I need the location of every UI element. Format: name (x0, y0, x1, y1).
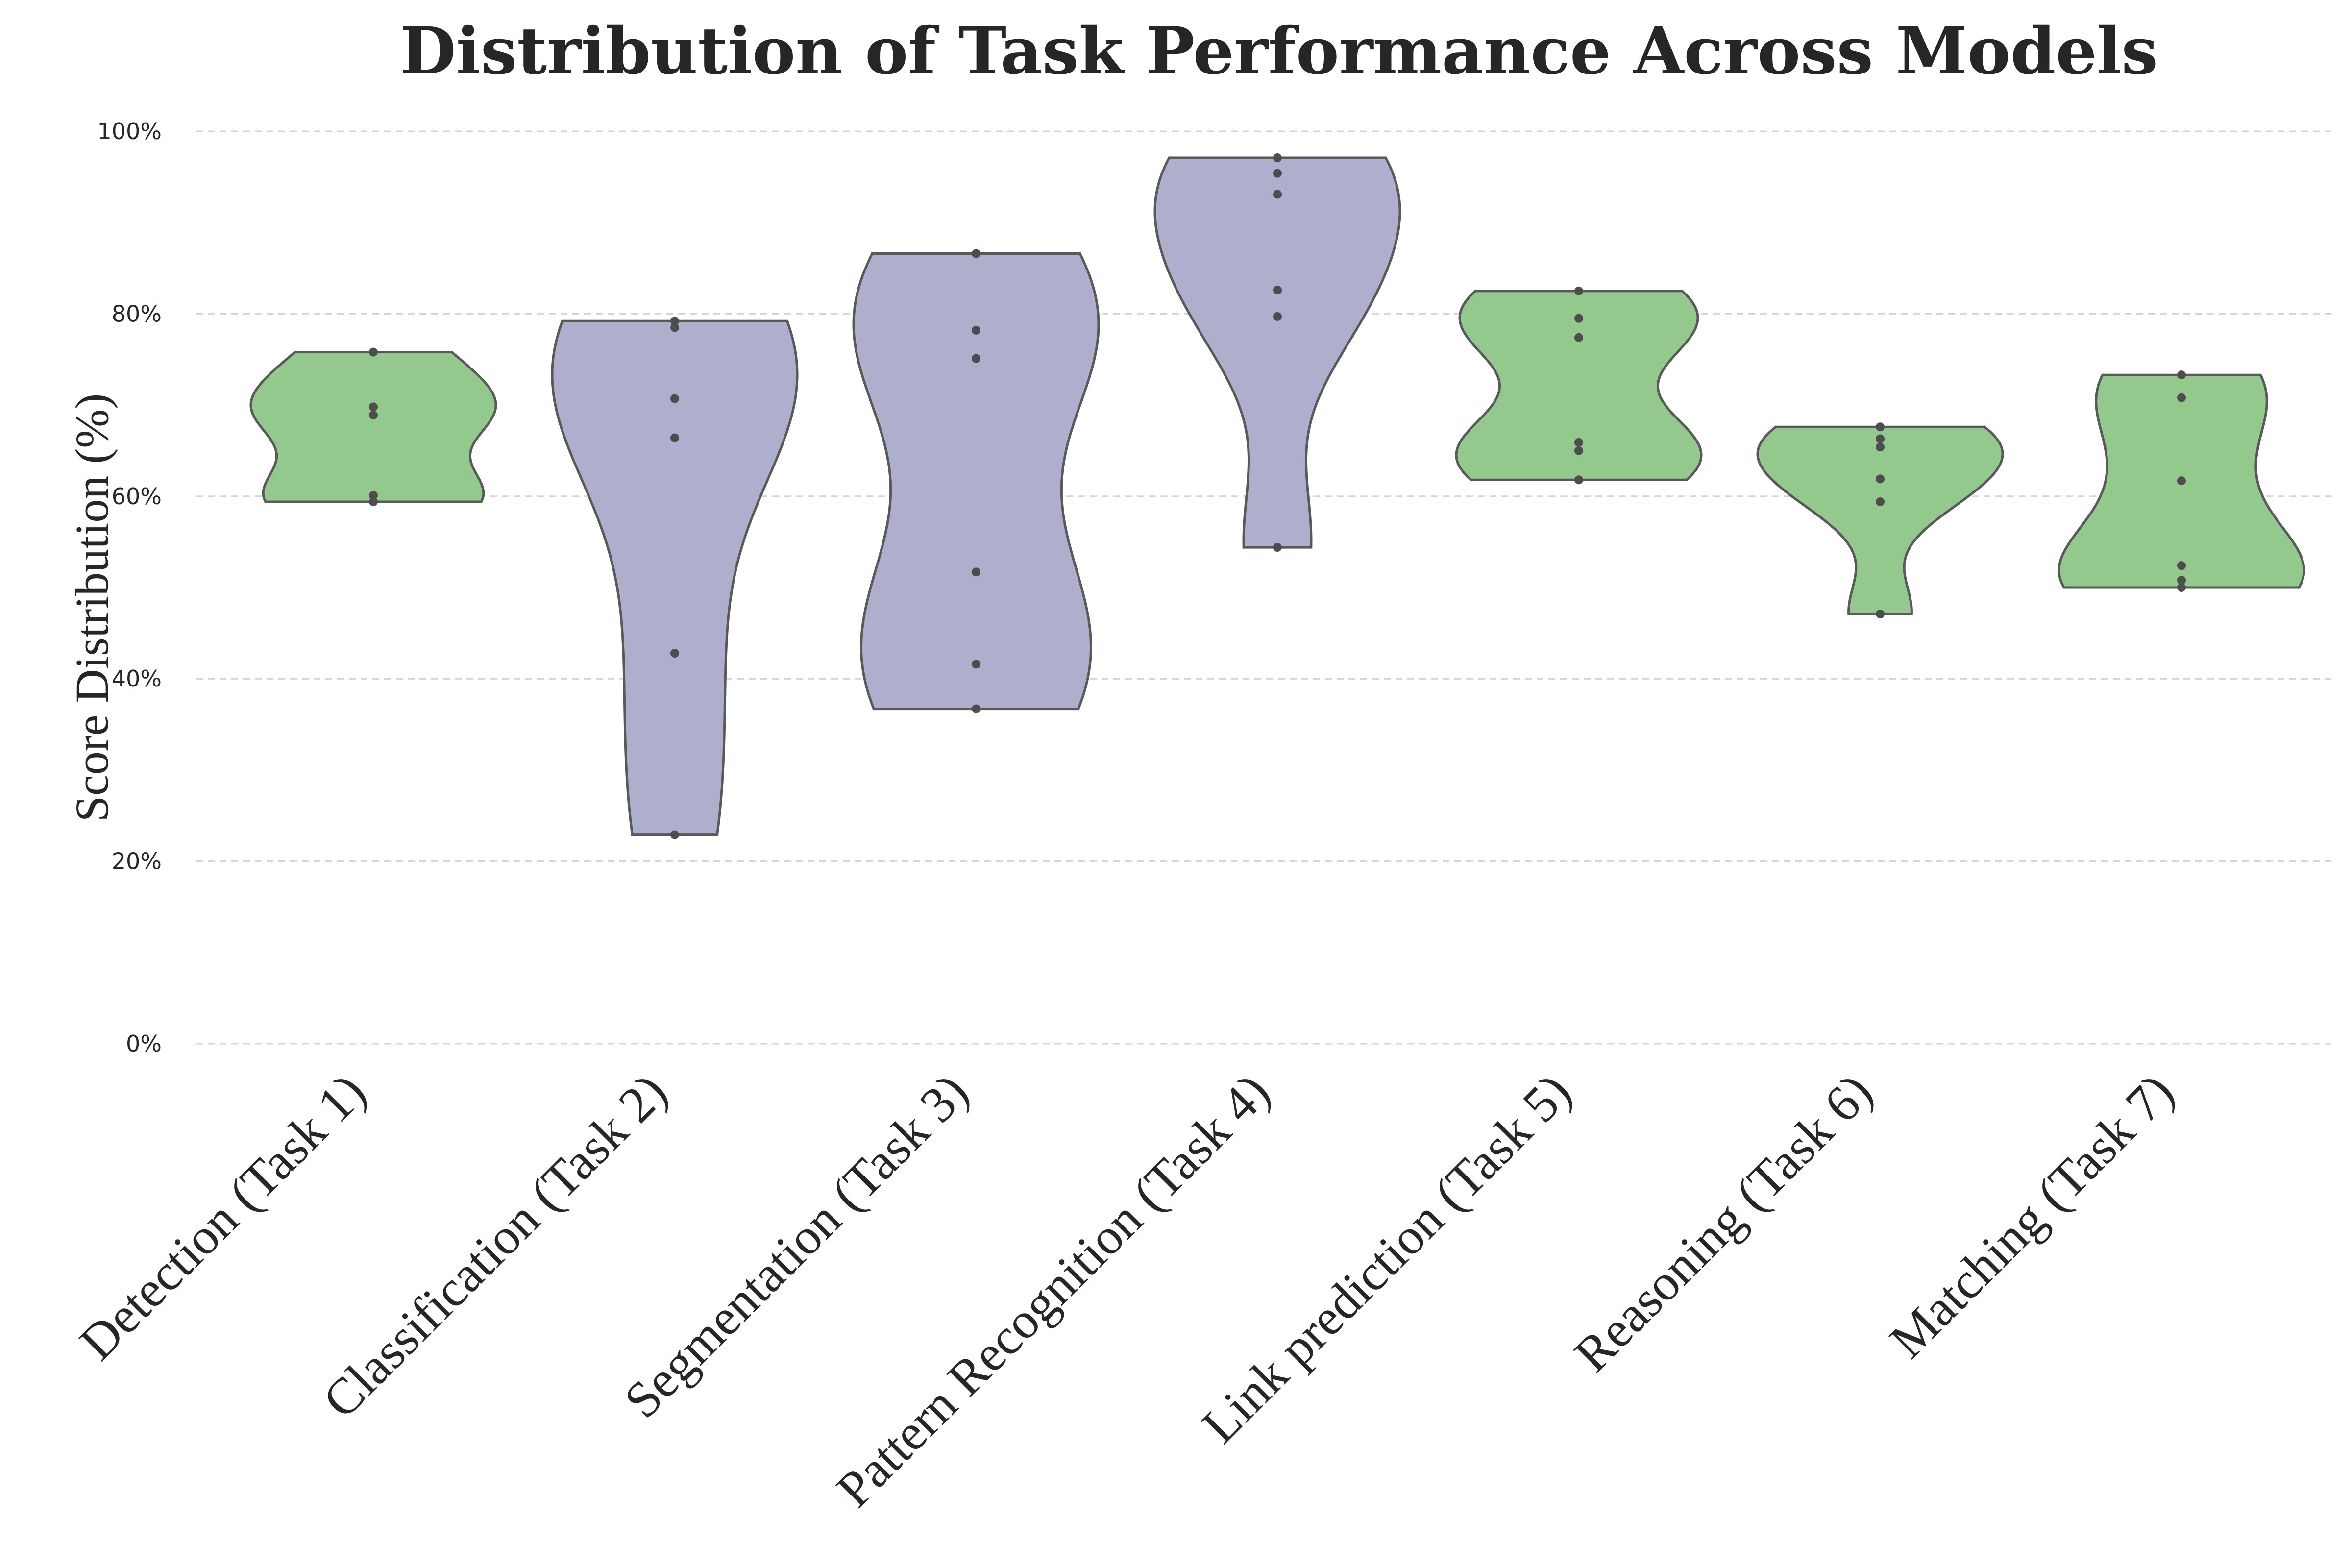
x-tick-label: Detection (Task 1) (69, 1063, 377, 1371)
y-axis-label: Score Distribution (%) (66, 393, 118, 822)
data-point (1273, 312, 1282, 321)
data-point (1574, 438, 1583, 447)
data-point (1876, 422, 1885, 432)
data-point (670, 433, 679, 442)
x-axis-ticks: Detection (Task 1)Classification (Task 2… (69, 1063, 2185, 1518)
data-point (1273, 153, 1282, 162)
violin-4 (1153, 156, 1401, 549)
data-point (670, 830, 679, 839)
data-point (1876, 434, 1885, 443)
y-tick-label: 0% (126, 1030, 162, 1057)
data-point (1876, 442, 1885, 452)
y-tick-label: 20% (112, 848, 162, 875)
violin-5 (1455, 290, 1703, 481)
data-point (1574, 286, 1583, 295)
grid-lines (196, 130, 2332, 1045)
x-tick-label: Segmentation (Task 3) (613, 1063, 979, 1429)
violin-1 (249, 351, 497, 503)
x-tick-label: Matching (Task 7) (1879, 1063, 2184, 1369)
data-point (2177, 476, 2186, 486)
data-point (2177, 370, 2186, 380)
data-point (670, 323, 679, 332)
data-point (2177, 583, 2186, 592)
chart-title: Distribution of Task Performance Across … (400, 13, 2158, 89)
y-tick-label: 100% (97, 118, 162, 145)
violin-3 (852, 252, 1100, 710)
data-point (670, 649, 679, 658)
data-point (972, 325, 980, 335)
data-point (1574, 314, 1583, 323)
data-point (1876, 474, 1885, 484)
data-point (1574, 333, 1583, 342)
x-tick-label: Classification (Task 2) (312, 1063, 678, 1429)
data-point (1273, 543, 1282, 552)
data-point (670, 317, 679, 326)
data-point (369, 411, 378, 420)
data-point (670, 394, 679, 403)
data-point (1574, 446, 1583, 455)
data-point (1574, 475, 1583, 485)
data-point (1273, 285, 1282, 294)
data-points (369, 153, 2186, 839)
y-axis-ticks: 0% 20% 40% 60% 80% 100% (97, 118, 162, 1057)
data-point (1273, 169, 1282, 178)
data-point (369, 490, 378, 500)
y-tick-label: 40% (112, 665, 162, 692)
data-point (1876, 609, 1885, 618)
data-point (1273, 190, 1282, 199)
violin-6 (1756, 425, 2004, 615)
data-point (972, 704, 980, 713)
data-point (369, 347, 378, 357)
data-point (972, 249, 980, 258)
data-point (972, 567, 980, 577)
data-point (2177, 576, 2186, 585)
y-tick-label: 60% (112, 483, 162, 510)
data-point (2177, 393, 2186, 402)
data-point (1876, 497, 1885, 506)
data-point (2177, 561, 2186, 570)
data-point (972, 660, 980, 669)
data-point (369, 497, 378, 506)
violin-2 (551, 319, 799, 836)
y-tick-label: 80% (112, 300, 162, 327)
x-tick-label: Reasoning (Task 6) (1564, 1063, 1883, 1383)
data-point (972, 354, 980, 363)
data-point (369, 402, 378, 412)
